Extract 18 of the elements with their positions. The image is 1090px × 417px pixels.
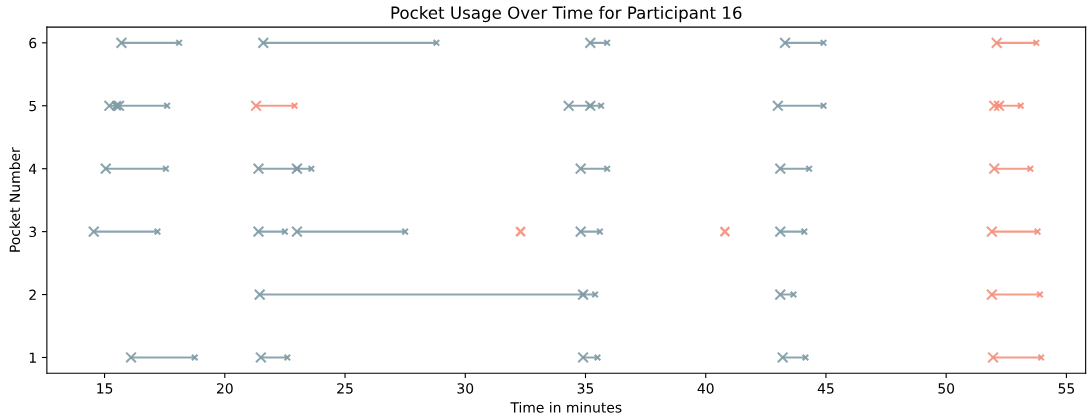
x-tick-label: 20	[216, 383, 233, 394]
chart-title: Pocket Usage Over Time for Participant 16	[391, 6, 742, 23]
x-tick-label: 45	[817, 383, 834, 394]
x-tick-label: 25	[337, 383, 353, 394]
y-tick-label: 2	[29, 289, 36, 300]
x-axis-title: Time in minutes	[510, 401, 622, 413]
y-tick-label: 6	[29, 37, 37, 49]
y-tick-label: 4	[28, 163, 37, 174]
y-tick-label: 5	[29, 100, 36, 112]
x-tick-label: 15	[97, 383, 113, 394]
x-tick-label: 30	[457, 383, 474, 394]
y-tick-label: 1	[29, 352, 36, 363]
x-tick-label: 40	[697, 383, 714, 394]
y-axis-title: Pocket Number	[9, 147, 21, 252]
x-tick-label: 35	[577, 383, 594, 394]
x-tick-label: 50	[938, 383, 955, 394]
y-tick-label: 3	[29, 226, 37, 238]
x-tick-label: 55	[1058, 383, 1075, 394]
